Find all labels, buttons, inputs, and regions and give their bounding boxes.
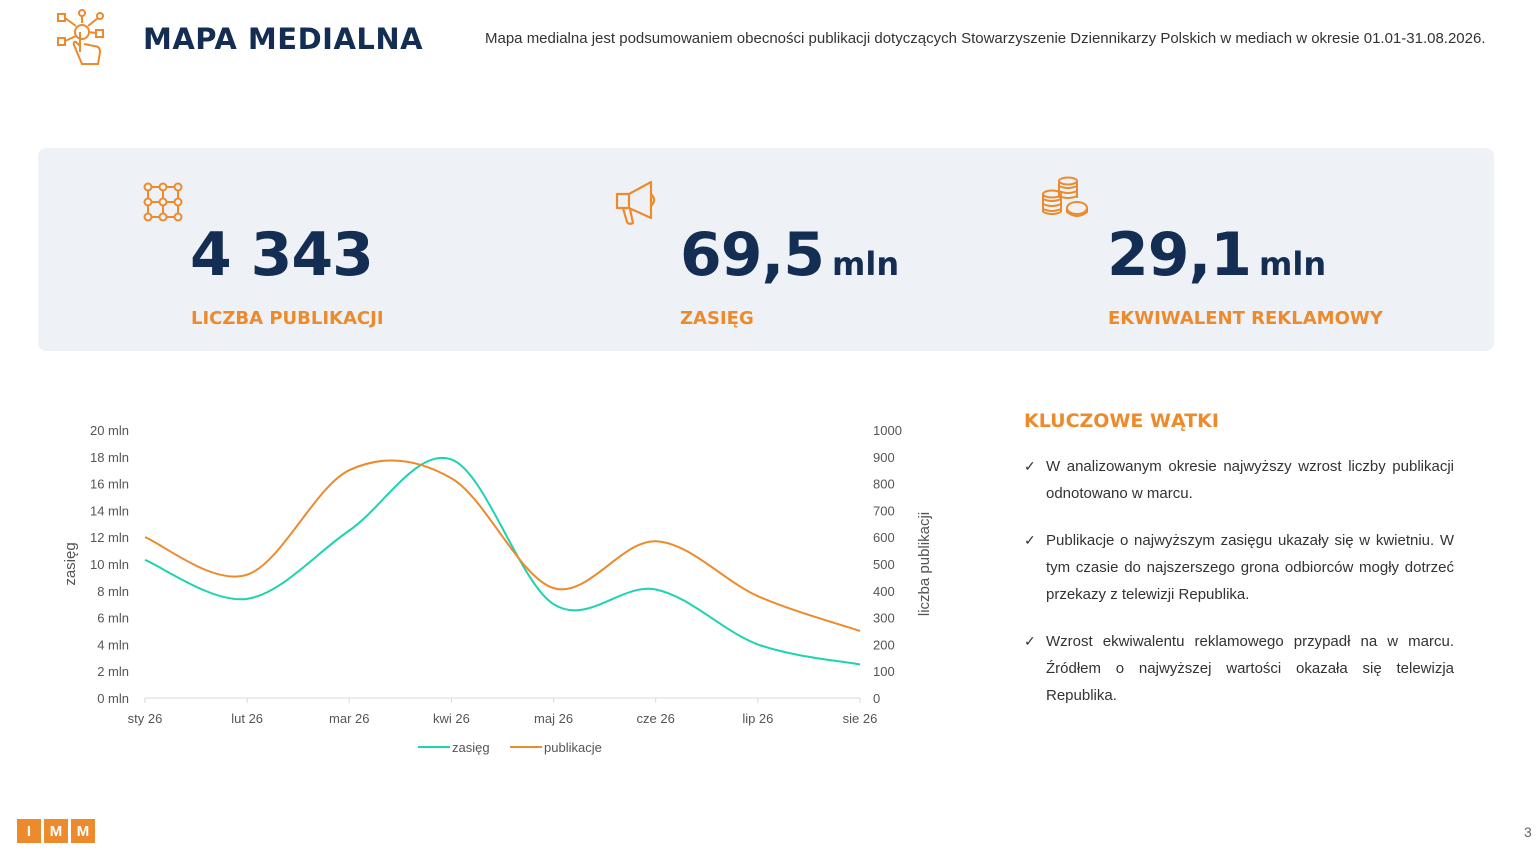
y2-tick-label: 400 — [873, 584, 895, 599]
key-thread-text: W analizowanym okresie najwyższy wzrost … — [1046, 458, 1454, 502]
y2-tick-label: 100 — [873, 664, 895, 679]
x-tick-label: maj 26 — [534, 711, 573, 726]
kpi-reach-number: 69,5 — [680, 220, 825, 290]
page-number: 3 — [1524, 824, 1532, 840]
key-thread-text: Publikacje o najwyższym zasięgu ukazały … — [1046, 532, 1454, 603]
imm-logo: I M M — [17, 819, 95, 843]
y-tick-label: 6 mln — [97, 611, 129, 626]
check-icon: ✓ — [1024, 532, 1036, 548]
y2-tick-label: 1000 — [873, 423, 902, 438]
megaphone-icon — [615, 180, 656, 225]
y2-tick-label: 900 — [873, 450, 895, 465]
key-thread-item: ✓ W analizowanym okresie najwyższy wzros… — [1024, 453, 1454, 507]
y-tick-label: 14 mln — [90, 503, 129, 518]
x-tick-label: kwi 26 — [433, 711, 470, 726]
legend-label: publikacje — [544, 740, 602, 755]
kpi-reach-label: ZASIĘG — [680, 308, 754, 329]
kpi-publications-number: 4 343 — [190, 220, 374, 290]
y-tick-label: 4 mln — [97, 637, 129, 652]
touch-network-icon — [57, 9, 104, 65]
network-grid-icon — [143, 182, 183, 222]
series-line-publikacje — [144, 459, 861, 632]
key-thread-text: Wzrost ekwiwalentu reklamowego przypadł … — [1046, 633, 1454, 704]
reach-publications-line-chart: 0 mln 2 mln 4 mln 6 mln 8 mln 10 mln 12 mln 14 … — [62, 423, 933, 755]
key-thread-item: ✓ Publikacje o najwyższym zasięgu ukazał… — [1024, 527, 1454, 608]
kpi-publications-value: 4 343 — [190, 220, 374, 290]
logo-letter: M — [71, 819, 95, 843]
key-thread-item: ✓ Wzrost ekwiwalentu reklamowego przypad… — [1024, 628, 1454, 709]
x-tick-label: sty 26 — [128, 711, 163, 726]
kpi-reach-value: 69,5 mln — [680, 220, 899, 290]
y-tick-label: 8 mln — [97, 584, 129, 599]
y-tick-label: 2 mln — [97, 664, 129, 679]
kpi-ave-unit: mln — [1259, 245, 1327, 283]
kpi-ave-value: 29,1 mln — [1107, 220, 1326, 290]
page-title: MAPA MEDIALNA — [143, 22, 424, 56]
check-icon: ✓ — [1024, 633, 1036, 649]
kpi-ave-label: EKWIWALENT REKLAMOWY — [1108, 308, 1383, 329]
y-tick-label: 16 mln — [90, 477, 129, 492]
y-axis-title: zasięg — [62, 542, 79, 585]
y2-tick-label: 500 — [873, 557, 895, 572]
legend-label: zasięg — [452, 740, 490, 755]
kpi-publications-label: LICZBA PUBLIKACJI — [191, 308, 384, 329]
y2-tick-label: 700 — [873, 503, 895, 518]
y-tick-label: 18 mln — [90, 450, 129, 465]
kpi-ave-number: 29,1 — [1107, 220, 1252, 290]
y-tick-label: 20 mln — [90, 423, 129, 438]
x-tick-label: lip 26 — [742, 711, 773, 726]
y-tick-label: 0 mln — [97, 691, 129, 706]
coins-icon — [1042, 176, 1088, 217]
logo-letter: I — [17, 819, 41, 843]
y-tick-label: 12 mln — [90, 530, 129, 545]
y2-tick-label: 600 — [873, 530, 895, 545]
series-line-zasięg — [144, 456, 861, 666]
x-tick-label: lut 26 — [231, 711, 263, 726]
y-tick-label: 10 mln — [90, 557, 129, 572]
y2-tick-label: 300 — [873, 611, 895, 626]
y2-axis-title: liczba publikacji — [916, 512, 933, 616]
logo-letter: M — [44, 819, 68, 843]
kpi-panel: 4 343 LICZBA PUBLIKACJI 69,5 mln ZASIĘG 2… — [38, 148, 1494, 351]
x-tick-label: sie 26 — [843, 711, 878, 726]
x-tick-label: cze 26 — [637, 711, 675, 726]
y2-tick-label: 0 — [873, 691, 880, 706]
key-threads-list: ✓ W analizowanym okresie najwyższy wzros… — [1024, 453, 1454, 729]
key-threads-title: KLUCZOWE WĄTKI — [1024, 410, 1219, 432]
kpi-reach-unit: mln — [832, 245, 900, 283]
y2-tick-label: 800 — [873, 477, 895, 492]
intro-text: Mapa medialna jest podsumowaniem obecnoś… — [485, 30, 1486, 47]
x-tick-label: mar 26 — [329, 711, 369, 726]
check-icon: ✓ — [1024, 458, 1036, 474]
y2-tick-label: 200 — [873, 637, 895, 652]
